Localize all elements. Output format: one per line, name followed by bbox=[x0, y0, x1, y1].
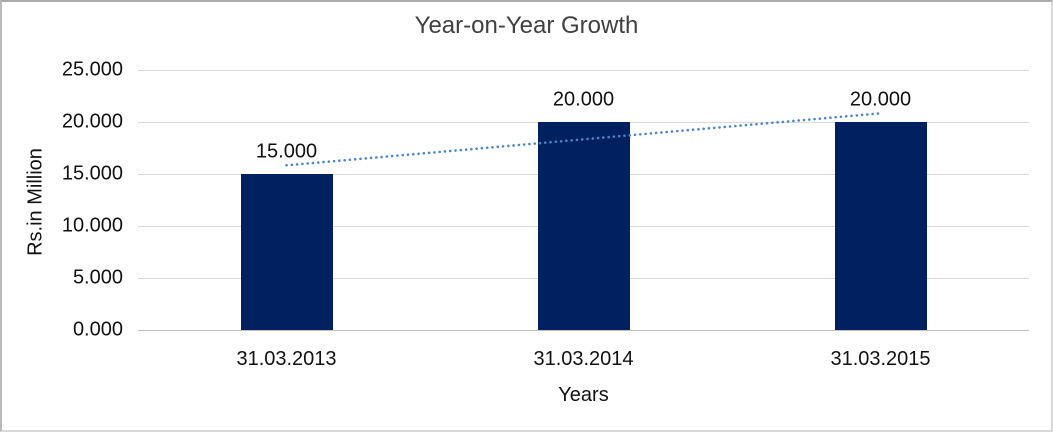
x-tick-label: 31.03.2013 bbox=[236, 348, 337, 370]
bar bbox=[240, 174, 333, 330]
chart-title: Year-on-Year Growth bbox=[414, 12, 639, 39]
data-label: 15.000 bbox=[255, 140, 318, 163]
x-axis-line bbox=[138, 330, 1029, 331]
data-label: 20.000 bbox=[849, 88, 912, 111]
y-tick-label: 0.000 bbox=[72, 318, 123, 341]
y-tick-label: 20.000 bbox=[61, 110, 123, 133]
gridline bbox=[138, 70, 1029, 71]
x-tick-label: 31.03.2015 bbox=[830, 348, 931, 370]
x-tick-label: 31.03.2014 bbox=[533, 348, 634, 370]
data-label: 20.000 bbox=[552, 88, 615, 111]
y-tick-label: 25.000 bbox=[61, 58, 123, 81]
bar bbox=[537, 122, 630, 330]
y-tick-label: 15.000 bbox=[61, 162, 123, 185]
y-tick-label: 5.000 bbox=[72, 266, 123, 289]
x-axis-title: Years bbox=[558, 384, 609, 406]
y-tick-label: 10.000 bbox=[61, 214, 123, 237]
bar bbox=[834, 122, 927, 330]
